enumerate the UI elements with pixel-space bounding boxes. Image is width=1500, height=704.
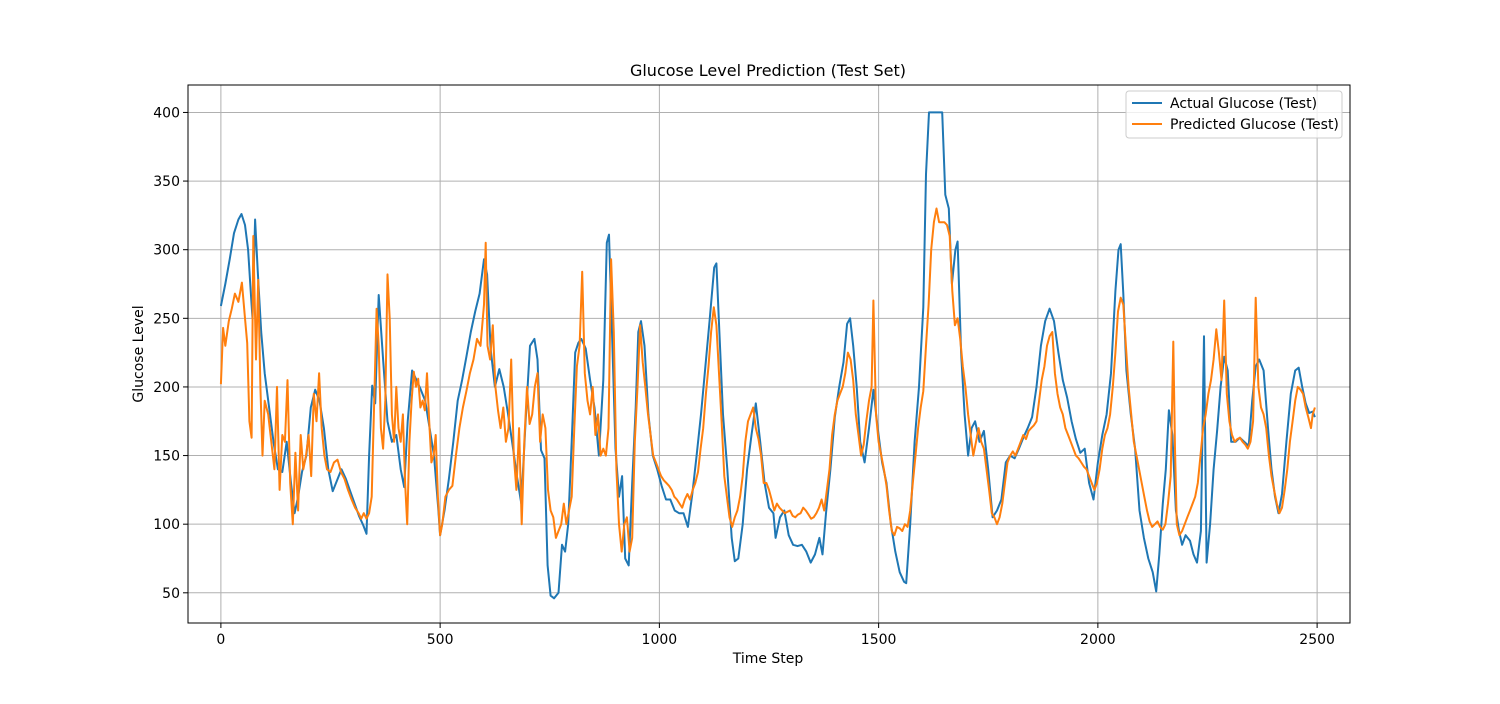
x-tick-label: 0 [216,632,225,648]
y-tick-label: 50 [162,586,180,602]
y-tick-label: 100 [153,517,180,533]
x-tick-label: 2500 [1299,632,1335,648]
y-tick-label: 300 [153,243,180,259]
axis-ticks: 0 500 1000 1500 2000 2500 50 100 150 200 250 300 350… [153,105,1335,648]
y-tick-label: 250 [153,311,180,327]
x-tick-label: 1500 [861,632,897,648]
y-axis-label: Glucose Level [131,305,147,402]
y-tick-label: 400 [153,105,180,121]
legend: Actual Glucose (Test) Predicted Glucose … [1125,90,1343,139]
x-tick-label: 1000 [642,632,678,648]
x-tick-label: 2000 [1080,632,1116,648]
legend-label-predicted: Predicted Glucose (Test) [1170,117,1339,133]
y-tick-label: 150 [153,449,180,465]
predicted-glucose-line [219,207,1316,553]
legend-box [1125,90,1343,139]
legend-label-actual: Actual Glucose (Test) [1170,96,1317,112]
chart-title: Glucose Level Prediction (Test Set) [630,61,906,80]
x-axis-label: Time Step [732,651,804,667]
grid [188,85,1350,623]
x-tick-label: 500 [427,632,454,648]
plot-frame [187,84,1351,624]
plot-area [219,111,1316,600]
actual-glucose-line [219,111,1316,600]
y-tick-label: 350 [153,174,180,190]
y-tick-label: 200 [153,380,180,396]
